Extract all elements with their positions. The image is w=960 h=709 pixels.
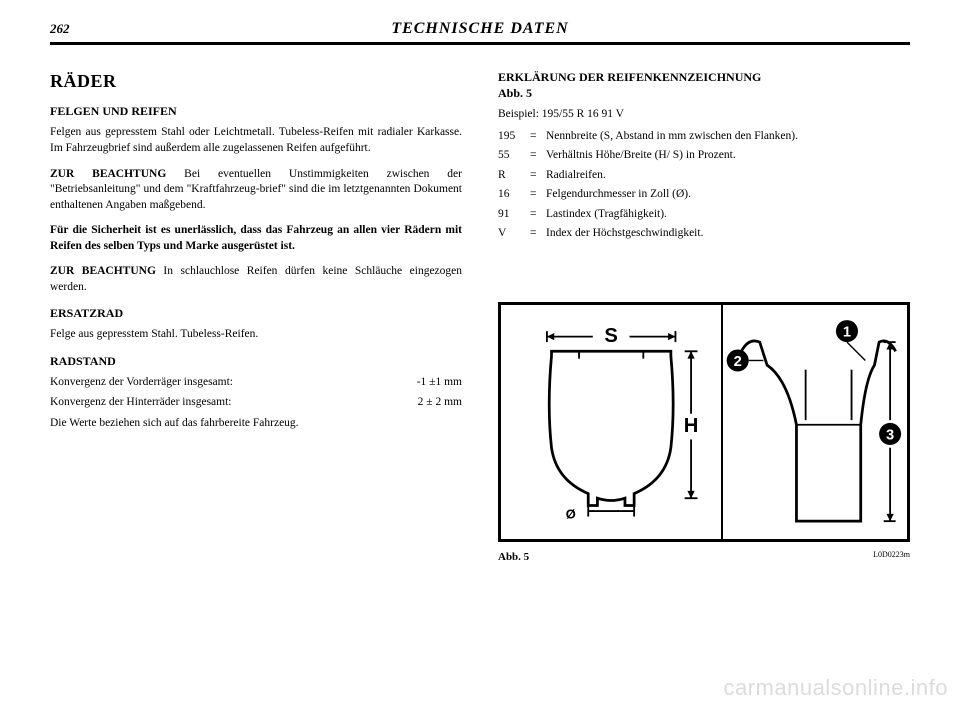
content-columns: RÄDER FELGEN UND REIFEN Felgen aus gepre… xyxy=(50,69,910,565)
callout-1: 1 xyxy=(843,325,851,341)
label-s: S xyxy=(604,325,617,347)
def-eq: = xyxy=(530,187,546,203)
page-header: 262 TECHNISCHE DATEN xyxy=(50,20,910,45)
measure-row-1: Konvergenz der Vorderräger insgesamt: -1… xyxy=(50,375,462,391)
label-h: H xyxy=(684,415,699,437)
def-row: 55 = Verhältnis Höhe/Breite (H/ S) in Pr… xyxy=(498,148,910,164)
page-title: TECHNISCHE DATEN xyxy=(110,20,850,38)
def-val: Verhältnis Höhe/Breite (H/ S) in Prozent… xyxy=(546,148,910,164)
sec1-p3: Für die Sicherheit ist es unerlässlich, … xyxy=(50,223,462,254)
figure-caption-row: Abb. 5 L0D0223m xyxy=(498,550,910,565)
page-number: 262 xyxy=(50,21,110,37)
page: 262 TECHNISCHE DATEN RÄDER FELGEN UND RE… xyxy=(0,0,960,709)
note-label-2: ZUR BEACHTUNG xyxy=(50,265,156,277)
sec3-p1: Die Werte beziehen sich auf das fahrbere… xyxy=(50,416,462,432)
sec1-p4: ZUR BEACHTUNG In schlauchlose Reifen dür… xyxy=(50,264,462,295)
def-eq: = xyxy=(530,148,546,164)
right-heading-l1: ERKLÄRUNG DER REIFENKENNZEICHNUNG xyxy=(498,70,761,84)
def-key: 16 xyxy=(498,187,530,203)
sec2-heading: ERSATZRAD xyxy=(50,305,462,321)
sec1-p1: Felgen aus gepresstem Stahl oder Leichtm… xyxy=(50,125,462,156)
sec1-heading: FELGEN UND REIFEN xyxy=(50,103,462,119)
sec3-heading: RADSTAND xyxy=(50,353,462,369)
measure-label-2: Konvergenz der Hinterräder insgesamt: xyxy=(50,395,372,411)
def-row: 91 = Lastindex (Tragfähigkeit). xyxy=(498,207,910,223)
def-key: 55 xyxy=(498,148,530,164)
def-val: Lastindex (Tragfähigkeit). xyxy=(546,207,910,223)
def-val: Nennbreite (S, Abstand in mm zwischen de… xyxy=(546,129,910,145)
def-eq: = xyxy=(530,226,546,242)
sec2-p1: Felge aus gepresstem Stahl. Tubeless-Rei… xyxy=(50,327,462,343)
def-eq: = xyxy=(530,129,546,145)
figure-code: L0D0223m xyxy=(873,550,910,565)
main-heading: RÄDER xyxy=(50,69,462,93)
left-column: RÄDER FELGEN UND REIFEN Felgen aus gepre… xyxy=(50,69,462,565)
figure-left-panel: S H xyxy=(501,305,723,539)
example-label: Beispiel: 195/55 R 16 91 V xyxy=(498,107,910,123)
watermark: carmanualsonline.info xyxy=(723,675,948,701)
label-diameter: Ø xyxy=(566,506,576,521)
def-key: V xyxy=(498,226,530,242)
tire-figure: S H xyxy=(498,302,910,542)
measure-val-1: -1 ±1 mm xyxy=(372,375,462,391)
def-val: Index der Höchstgeschwindigkeit. xyxy=(546,226,910,242)
def-eq: = xyxy=(530,207,546,223)
definition-list: 195 = Nennbreite (S, Abstand in mm zwisc… xyxy=(498,129,910,242)
measure-label-1: Konvergenz der Vorderräger insgesamt: xyxy=(50,375,372,391)
sec1-p2: ZUR BEACHTUNG Bei eventuellen Unstimmigk… xyxy=(50,167,462,214)
right-heading-l2: Abb. 5 xyxy=(498,86,532,100)
callout-2: 2 xyxy=(734,354,742,370)
rim-cross-section-icon: 1 2 3 xyxy=(723,305,907,539)
def-row: R = Radialreifen. xyxy=(498,168,910,184)
right-heading: ERKLÄRUNG DER REIFENKENNZEICHNUNG Abb. 5 xyxy=(498,69,910,101)
def-key: 195 xyxy=(498,129,530,145)
def-val: Radialreifen. xyxy=(546,168,910,184)
note-label-1: ZUR BEACHTUNG xyxy=(50,168,166,180)
def-key: 91 xyxy=(498,207,530,223)
def-row: 16 = Felgendurchmesser in Zoll (Ø). xyxy=(498,187,910,203)
def-row: V = Index der Höchstgeschwindigkeit. xyxy=(498,226,910,242)
def-eq: = xyxy=(530,168,546,184)
figure-caption: Abb. 5 xyxy=(498,550,529,565)
figure-right-panel: 1 2 3 xyxy=(723,305,907,539)
measure-row-2: Konvergenz der Hinterräder insgesamt: 2 … xyxy=(50,395,462,411)
callout-3: 3 xyxy=(886,427,894,443)
tire-cross-section-icon: S H xyxy=(501,305,721,539)
def-key: R xyxy=(498,168,530,184)
right-column: ERKLÄRUNG DER REIFENKENNZEICHNUNG Abb. 5… xyxy=(498,69,910,565)
measure-val-2: 2 ± 2 mm xyxy=(372,395,462,411)
def-row: 195 = Nennbreite (S, Abstand in mm zwisc… xyxy=(498,129,910,145)
def-val: Felgendurchmesser in Zoll (Ø). xyxy=(546,187,910,203)
